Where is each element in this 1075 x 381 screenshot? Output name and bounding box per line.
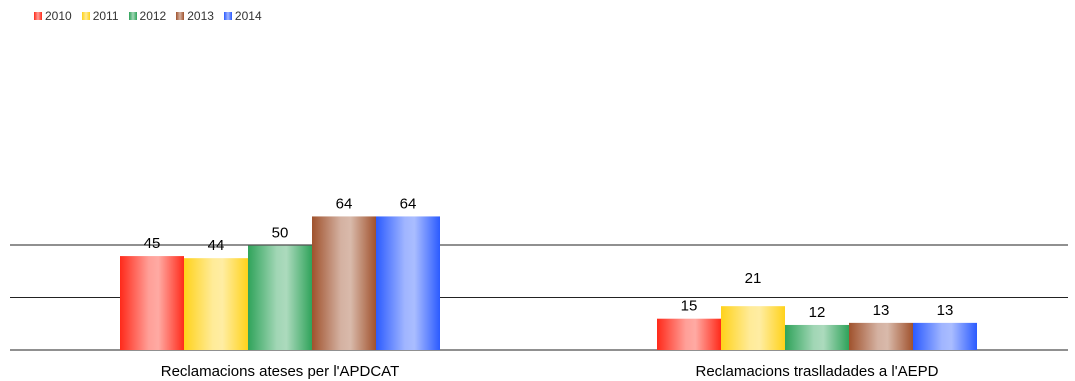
data-label-2012-traslladades: 12: [809, 304, 826, 321]
category-label: Reclamacions traslladades a l'AEPD: [696, 363, 939, 380]
data-label-2010-traslladades: 15: [681, 298, 698, 315]
category-labels: Reclamacions ateses per l'APDCAT Reclamac…: [161, 363, 939, 380]
data-label-2012-ateses: 50: [272, 225, 289, 242]
bar-2012-ateses: [248, 245, 312, 350]
legend: 2010 2011 2012 2013 2014: [34, 9, 272, 23]
legend-label: 2012: [139, 9, 167, 23]
category-label: Reclamacions ateses per l'APDCAT: [161, 363, 400, 380]
bar-2013-ateses: [312, 216, 376, 350]
data-label-2011-ateses: 44: [208, 237, 225, 254]
legend-item-2013: 2013: [176, 9, 214, 23]
legend-item-2012: 2012: [128, 9, 167, 23]
legend-swatch: [223, 12, 232, 20]
bar-2014-ateses: [376, 216, 440, 350]
bar-2010-ateses: [120, 256, 184, 350]
legend-item-2010: 2010: [34, 9, 72, 23]
bars: [120, 216, 977, 350]
legend-item-2014: 2014: [223, 9, 262, 23]
legend-label: 2013: [187, 9, 214, 23]
data-label-2013-ateses: 64: [336, 195, 353, 212]
legend-label: 2011: [92, 9, 119, 23]
legend-swatch: [81, 12, 90, 20]
data-label-2014-traslladades: 13: [937, 302, 954, 319]
bar-2014-traslladades: [913, 322, 977, 350]
data-label-2011-traslladades: 21: [745, 270, 762, 287]
data-label-2014-ateses: 64: [400, 195, 417, 212]
legend-label: 2014: [234, 9, 262, 23]
data-label-2013-traslladades: 13: [873, 302, 890, 319]
data-labels: 45 44 50 64 64 15 21 12 13 13: [144, 195, 954, 321]
data-label-2010-ateses: 45: [144, 235, 161, 252]
legend-swatch: [176, 12, 185, 20]
legend-label: 2010: [45, 9, 72, 23]
legend-item-2011: 2011: [81, 9, 119, 23]
bar-2012-traslladades: [785, 324, 849, 350]
bar-2011-ateses: [184, 258, 248, 350]
legend-swatch: [128, 12, 137, 20]
bar-2010-traslladades: [657, 318, 721, 350]
bar-2011-traslladades: [721, 306, 785, 350]
bar-2013-traslladades: [849, 322, 913, 350]
legend-swatch: [34, 12, 42, 20]
